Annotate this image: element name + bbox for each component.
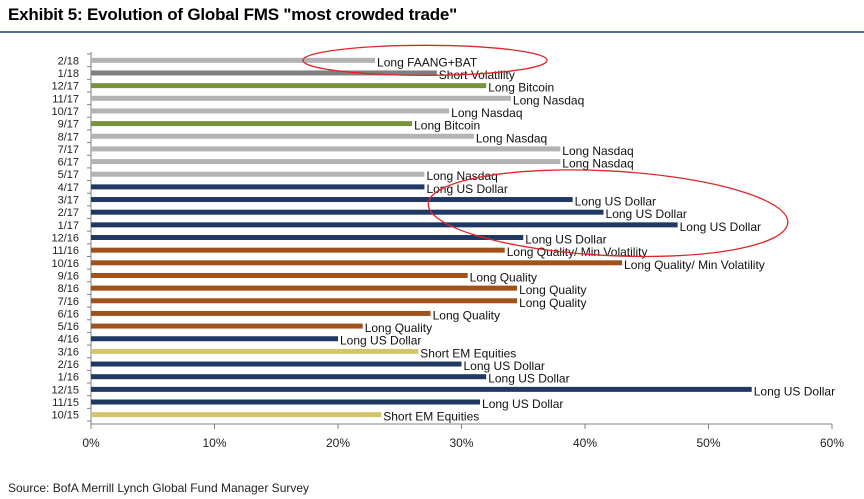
- y-category-label: 2/18: [58, 55, 79, 67]
- y-category-label: 8/17: [58, 131, 79, 143]
- y-category-label: 2/16: [58, 359, 79, 371]
- bar: [91, 323, 363, 329]
- bar: [91, 159, 561, 165]
- bar-label: Long Bitcoin: [414, 119, 480, 133]
- bar: [91, 70, 437, 76]
- bar: [91, 57, 376, 63]
- bar-label: Long Nasdaq: [562, 157, 633, 171]
- bar-label: Short EM Equities: [383, 410, 479, 424]
- bar: [91, 108, 450, 114]
- bar-label: Long US Dollar: [464, 359, 545, 373]
- x-tick-label: 40%: [573, 436, 597, 450]
- bar: [91, 285, 518, 291]
- y-category-label: 4/17: [58, 182, 79, 194]
- x-tick-label: 30%: [449, 436, 473, 450]
- x-tick-label: 10%: [202, 436, 226, 450]
- bar-label: Long Nasdaq: [562, 144, 633, 158]
- y-category-label: 10/15: [51, 410, 79, 422]
- bar: [91, 133, 474, 139]
- bar-label: Long US Dollar: [488, 372, 569, 386]
- y-category-label: 10/17: [51, 106, 79, 118]
- bar: [91, 310, 431, 316]
- bar: [91, 121, 413, 127]
- y-category-label: 5/17: [58, 169, 79, 181]
- y-category-label: 11/15: [52, 397, 79, 409]
- bar: [91, 260, 623, 266]
- bar: [91, 235, 524, 240]
- y-category-label: 7/16: [58, 296, 79, 308]
- y-category-label: 11/17: [52, 93, 79, 105]
- bar: [91, 146, 561, 152]
- y-category-label: 9/16: [58, 270, 79, 282]
- x-tick-label: 60%: [820, 436, 844, 450]
- y-category-label: 7/17: [58, 144, 79, 156]
- bar-label: Long Quality: [519, 296, 586, 310]
- bar: [91, 272, 468, 278]
- x-tick-label: 0%: [82, 436, 100, 450]
- bar: [91, 197, 573, 203]
- y-category-label: 5/16: [58, 321, 79, 333]
- y-category-label: 3/16: [58, 346, 79, 358]
- bar: [91, 95, 511, 101]
- y-category-label: 10/16: [51, 258, 79, 270]
- y-category-label: 8/16: [58, 283, 79, 295]
- bar-label: Long Quality: [519, 283, 586, 297]
- bar-chart: 0% 10% 20% 30% 40% 50% 60% 2/18 Long FAANG+BAT 1/…: [51, 44, 844, 450]
- y-category-label: 12/17: [51, 81, 79, 93]
- x-tick-label: 20%: [326, 436, 350, 450]
- y-category-label: 1/16: [58, 372, 79, 384]
- bar: [91, 336, 338, 342]
- bar: [91, 298, 518, 304]
- bar-label: Long US Dollar: [606, 207, 687, 221]
- bar-label: Short EM Equities: [420, 346, 516, 360]
- x-tick-label: 50%: [696, 436, 720, 450]
- bar-label: Long Quality: [433, 308, 500, 322]
- bar-label: Long Quality: [470, 270, 537, 284]
- source-note: Source: BofA Merrill Lynch Global Fund M…: [8, 481, 310, 495]
- bar-label: Short Volatility: [439, 68, 515, 82]
- bar-label: Long Quality/ Min Volatility: [624, 258, 765, 272]
- bar-label: Long Nasdaq: [513, 93, 584, 107]
- bar: [91, 412, 382, 418]
- bar: [91, 247, 505, 253]
- bar-label: Long Quality: [365, 321, 432, 335]
- bar: [91, 348, 419, 354]
- y-category-label: 3/17: [58, 195, 79, 207]
- bar-label: Long Bitcoin: [488, 81, 554, 95]
- bar-label: Long Nasdaq: [476, 131, 547, 145]
- y-category-label: 12/16: [51, 233, 79, 245]
- y-category-label: 6/16: [58, 308, 79, 320]
- highlight-ellipse: [427, 169, 789, 258]
- bar: [91, 386, 752, 392]
- bar: [91, 361, 462, 367]
- y-category-label: 9/17: [58, 119, 79, 131]
- bar-label: Long US Dollar: [482, 397, 563, 411]
- bar: [91, 209, 604, 215]
- bar-label: Long US Dollar: [340, 334, 421, 348]
- bar: [91, 222, 678, 228]
- y-category-label: 6/17: [58, 157, 79, 169]
- bar-label: Long Nasdaq: [451, 106, 522, 120]
- bar-label: Long US Dollar: [525, 233, 606, 247]
- y-category-label: 12/15: [51, 384, 79, 396]
- bar-label: Long Nasdaq: [426, 169, 497, 183]
- bar-label: Long US Dollar: [680, 220, 761, 234]
- bar-label: Long US Dollar: [426, 182, 507, 196]
- bar: [91, 171, 425, 177]
- y-category-label: 2/17: [58, 207, 79, 219]
- bar-label: Long FAANG+BAT: [377, 55, 478, 69]
- y-category-label: 11/16: [52, 245, 79, 257]
- y-category-label: 1/17: [58, 220, 79, 232]
- bar: [91, 184, 425, 190]
- highlight-ellipse: [302, 44, 548, 76]
- bar: [91, 83, 487, 89]
- y-category-label: 4/16: [58, 334, 79, 346]
- title-divider: [0, 31, 864, 33]
- bar: [91, 399, 481, 405]
- bar: [91, 374, 487, 380]
- y-category-label: 1/18: [58, 68, 79, 80]
- bar-label: Long US Dollar: [754, 384, 835, 398]
- bar-label: Long US Dollar: [575, 195, 656, 209]
- chart-title: Exhibit 5: Evolution of Global FMS "most…: [8, 5, 458, 24]
